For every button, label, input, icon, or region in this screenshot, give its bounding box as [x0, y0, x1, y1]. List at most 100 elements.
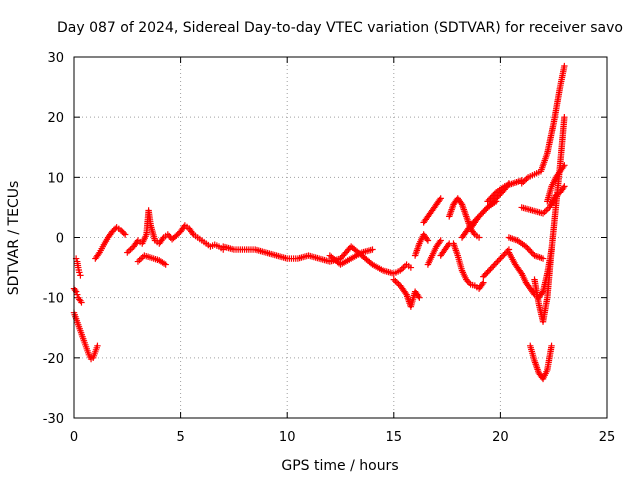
- data-point: [390, 276, 397, 283]
- data-point: [497, 255, 504, 262]
- data-point: [560, 184, 567, 192]
- data-point: [78, 299, 85, 306]
- x-tick-label: 25: [599, 430, 616, 445]
- data-point: [539, 255, 547, 262]
- data-point: [479, 280, 486, 288]
- data-point: [73, 291, 81, 298]
- data-point: [407, 264, 415, 271]
- data-point: [124, 249, 131, 256]
- data-point: [524, 244, 531, 252]
- data-point: [490, 192, 497, 199]
- data-point: [561, 162, 568, 169]
- data-point: [561, 183, 568, 190]
- data-point: [400, 264, 407, 271]
- data-point: [71, 286, 79, 294]
- data-point: [475, 213, 483, 220]
- tick-labels: 0 5 10 15 20 25 -30 -20 -10 0 10 20 30: [43, 51, 616, 445]
- data-point: [481, 207, 488, 214]
- data-point: [520, 178, 527, 186]
- data-point: [457, 199, 465, 207]
- series-arc1: [70, 309, 101, 363]
- data-point: [437, 195, 444, 202]
- data-point: [480, 273, 487, 280]
- x-tick-label: 0: [70, 430, 78, 445]
- data-point: [521, 177, 529, 184]
- data-point: [561, 113, 568, 121]
- series-arc26: [544, 162, 568, 205]
- series-arc24: [527, 342, 555, 383]
- data-point: [525, 246, 533, 253]
- data-point: [436, 196, 443, 204]
- series-arc10: [411, 231, 432, 259]
- data-point: [475, 234, 483, 241]
- data-point: [488, 264, 496, 271]
- data-point: [367, 260, 375, 267]
- data-point: [480, 208, 487, 216]
- y-tick-label: 0: [56, 232, 64, 247]
- x-tick-label: 5: [176, 430, 184, 445]
- series-arc23: [518, 62, 568, 187]
- data-point: [487, 195, 494, 202]
- series-arc7: [220, 243, 415, 277]
- data-point: [484, 198, 491, 205]
- data-point: [498, 253, 506, 261]
- series-arc13: [437, 240, 453, 259]
- series-arc5: [124, 207, 227, 256]
- data-point: [490, 262, 497, 270]
- data-point: [522, 243, 530, 250]
- data-point: [500, 252, 507, 259]
- series-arc19: [484, 177, 525, 205]
- data-point: [162, 261, 169, 268]
- data-point: [477, 211, 484, 219]
- series-arc17: [467, 198, 500, 232]
- data-point: [548, 342, 555, 349]
- data-point: [424, 237, 432, 244]
- x-tick-label: 20: [492, 430, 509, 445]
- data-point: [173, 232, 180, 239]
- data-point: [119, 228, 126, 235]
- y-tick-label: -10: [43, 292, 64, 307]
- x-axis-label: GPS time / hours: [281, 458, 398, 474]
- data-point: [120, 229, 127, 237]
- data-point: [495, 256, 503, 264]
- data-point: [393, 279, 401, 286]
- y-axis-label: SDTVAR / TECUs: [6, 181, 22, 296]
- data-point: [561, 62, 568, 70]
- series-arc6: [134, 252, 169, 268]
- data-point: [478, 210, 486, 217]
- chart-title: Day 087 of 2024, Sidereal Day-to-day VTE…: [57, 20, 623, 36]
- data-point: [444, 241, 452, 249]
- data-point: [504, 247, 511, 255]
- y-tick-label: 20: [47, 111, 64, 126]
- data-point: [392, 277, 399, 285]
- data-point: [136, 256, 143, 264]
- y-tick-label: 10: [47, 171, 64, 186]
- series-arc8: [326, 246, 376, 268]
- data-point: [77, 272, 84, 279]
- data-point: [423, 235, 431, 243]
- data-point: [415, 292, 422, 300]
- data-point: [94, 342, 101, 349]
- data-point: [121, 231, 129, 238]
- series-arc15: [450, 240, 487, 292]
- data-point: [174, 231, 181, 238]
- series-arc3: [72, 255, 84, 279]
- data-point: [528, 249, 535, 256]
- data-point: [487, 265, 494, 273]
- series-arc11: [424, 237, 444, 268]
- data-point: [485, 267, 493, 274]
- data-point: [134, 258, 142, 265]
- data-point: [436, 238, 443, 246]
- data-point: [416, 294, 423, 301]
- data-point: [109, 228, 116, 235]
- y-tick-label: 30: [47, 51, 64, 66]
- data-point: [481, 271, 488, 279]
- series-arc12: [420, 195, 444, 226]
- data-point: [541, 208, 548, 216]
- data-point: [495, 192, 503, 199]
- series-arc2: [70, 285, 85, 306]
- data-point: [95, 250, 102, 258]
- data-point: [159, 235, 166, 243]
- data-point: [485, 196, 493, 204]
